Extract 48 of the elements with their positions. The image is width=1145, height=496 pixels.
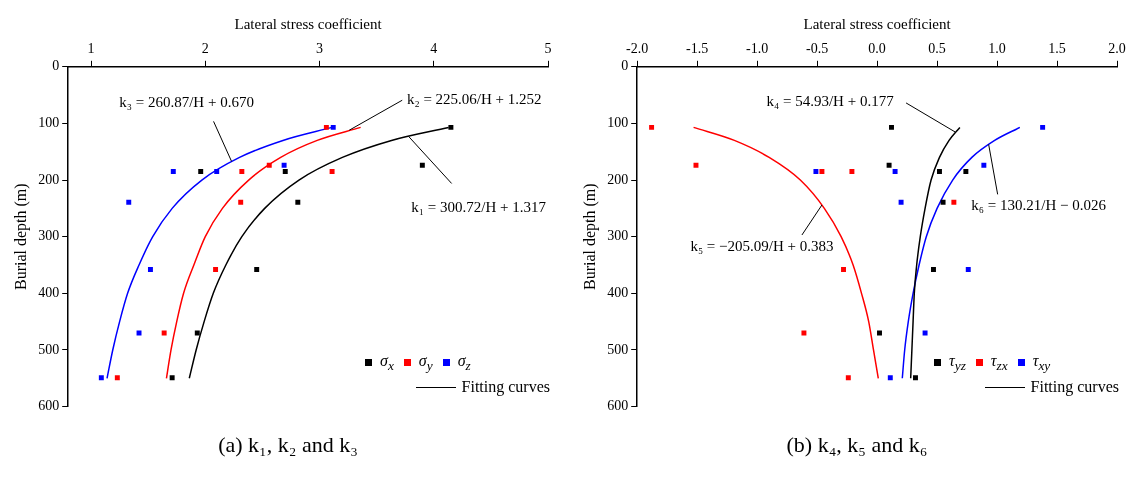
legend-label: τ$_{zx}$ <box>990 351 1008 374</box>
y-tick-label: 600 <box>38 398 60 414</box>
x-axis-title: Lateral stress coefficient <box>803 15 952 32</box>
x-tick-label: 0.0 <box>868 41 886 57</box>
x-tick-label: 3 <box>316 41 324 57</box>
x-tick-label: 0.5 <box>928 41 946 57</box>
y-axis-title: Burial depth (m) <box>11 183 30 291</box>
y-tick-label: 300 <box>38 228 60 244</box>
x-tick-label: 1 <box>87 41 95 57</box>
x-tick-label: 4 <box>430 41 438 57</box>
legend-label: σ$_{z}$ <box>457 351 471 374</box>
x-tick-label: -1.0 <box>746 41 769 57</box>
legend-label: σ$_{x}$ <box>380 351 394 374</box>
x-tick-label: 1.0 <box>988 41 1006 57</box>
legend-label: Fitting curves <box>1030 378 1119 396</box>
annotation: k₃ = 260.87/H + 0.670 <box>119 94 254 111</box>
x-tick-label: -2.0 <box>626 41 649 57</box>
x-tick-label: 5 <box>544 41 552 57</box>
annotation: k₂ = 225.06/H + 1.252 <box>406 91 542 108</box>
legend-label: τ$_{xy}$ <box>1032 351 1051 374</box>
text: (a) k₁, k₂ and k₃ <box>218 432 358 458</box>
legend-label: σ$_{y}$ <box>418 351 433 374</box>
y-tick-label: 100 <box>607 115 629 131</box>
y-tick-label: 200 <box>607 171 629 187</box>
y-tick-label: 0 <box>621 58 629 74</box>
y-tick-label: 400 <box>607 285 629 301</box>
text: (b) k₄, k₅ and k₆ <box>786 432 928 458</box>
annotation: k₆ = 130.21/H − 0.026 <box>971 197 1107 214</box>
y-tick-label: 600 <box>607 398 629 414</box>
y-tick-label: 0 <box>52 58 60 74</box>
y-tick-label: 300 <box>607 228 629 244</box>
y-tick-label: 500 <box>607 341 629 357</box>
y-axis-title: Burial depth (m) <box>580 183 599 291</box>
y-tick-label: 100 <box>38 115 60 131</box>
y-tick-label: 400 <box>38 285 60 301</box>
annotation: k₅ = −205.09/H + 0.383 <box>690 237 834 254</box>
x-tick-label: 2.0 <box>1108 41 1126 57</box>
x-axis-title: Lateral stress coefficient <box>234 15 383 32</box>
x-tick-label: -0.5 <box>806 41 829 57</box>
legend-label: Fitting curves <box>461 378 550 396</box>
x-tick-label: -1.5 <box>686 41 709 57</box>
annotation: k₄ = 54.93/H + 0.177 <box>766 92 895 109</box>
x-tick-label: 2 <box>201 41 209 57</box>
legend-label: τ$_{yz}$ <box>949 351 966 374</box>
x-tick-label: 1.5 <box>1048 41 1066 57</box>
annotation: k₁ = 300.72/H + 1.317 <box>411 199 547 216</box>
y-tick-label: 500 <box>38 341 60 357</box>
y-tick-label: 200 <box>38 171 60 187</box>
